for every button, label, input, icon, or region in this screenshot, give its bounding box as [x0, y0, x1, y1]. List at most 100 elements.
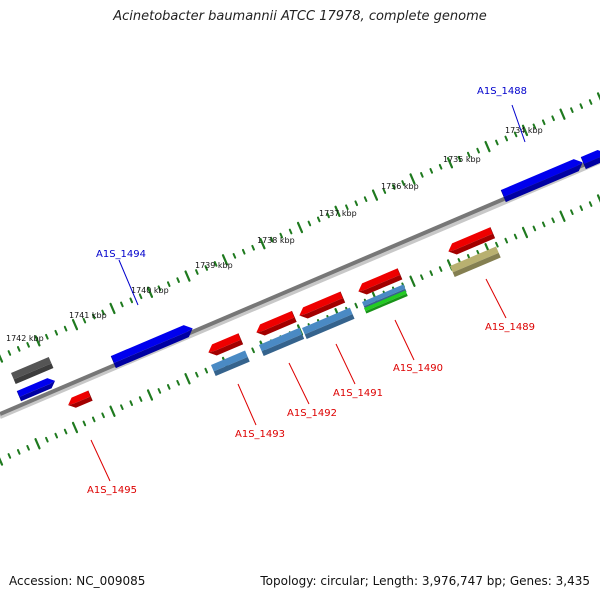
gene-a1s-1490-green-feature-top [364, 290, 407, 312]
outer-tick-6 [54, 329, 59, 336]
inner-tick-11 [101, 412, 105, 419]
gene-gray-left-feature [11, 356, 54, 385]
gene-a1s-1491-red-feature-bottom [299, 298, 345, 319]
inner-tick-18 [166, 384, 171, 390]
backbone [0, 156, 600, 419]
outer-tick-22 [204, 265, 209, 271]
outer-tick-18 [166, 281, 171, 287]
outer-tick-59 [551, 115, 555, 122]
outer-tick-36 [334, 205, 341, 218]
tick-marks [0, 92, 600, 466]
outer-tick-40 [371, 189, 379, 201]
inner-tick-27 [251, 347, 255, 354]
a1s-1489-connector [485, 278, 507, 319]
outer-tick-16 [146, 286, 154, 298]
outer-tick-19 [176, 277, 180, 283]
a1s-1490-connector [394, 319, 415, 361]
inner-tick-38 [354, 302, 359, 309]
gene-a1s-1494-feature-bottom [113, 328, 193, 368]
gene-a1s-1492-steel-feature [259, 327, 305, 357]
ruler-label-3: 1737 kbp [319, 209, 357, 218]
outer-tick-56 [521, 124, 529, 137]
outer-tick-37 [345, 204, 349, 211]
inner-tick-4 [34, 438, 41, 450]
gene-a1s-1493-red-feature-top [208, 333, 241, 353]
outer-tick-0 [0, 354, 4, 363]
gene-a1s-1495-red-feature-top [68, 390, 91, 406]
outer-tick-8 [71, 318, 79, 331]
ruler-labels: 1734 kbp 1735 kbp 1736 kbp 1737 kbp 1738 kbp… [6, 126, 543, 343]
gene-blue-1734-feature [500, 159, 583, 203]
outer-tick-34 [316, 216, 321, 223]
outer-tick-62 [579, 103, 584, 109]
gene-gray-left-feature-top [11, 356, 52, 380]
inner-tick-1 [7, 453, 12, 459]
gene-label-a1s-1492: A1S_1492 [287, 408, 337, 419]
gene-a1s-1491-steel-feature-top [302, 307, 353, 335]
inner-tick-8 [71, 421, 79, 434]
accession-text: Accession: NC_009085 [9, 574, 146, 588]
outer-tick-45 [420, 172, 424, 178]
inner-tick-20 [184, 373, 191, 385]
gene-blue-left-feature [16, 378, 56, 402]
gene-a1s-1490-steel-feature-top [362, 284, 406, 307]
ruler-label-7: 1741 kbp [69, 311, 107, 320]
gene-blue-1734-feature-top [501, 159, 583, 197]
outer-tick-15 [138, 293, 143, 300]
gene-a1s-1491-red-feature-top [299, 291, 343, 316]
gene-a1s-1490-red-feature-bottom [358, 274, 403, 295]
ruler-label-8: 1742 kbp [6, 334, 44, 343]
outer-tick-51 [476, 147, 480, 154]
outer-tick-5 [45, 333, 49, 340]
gene-label-a1s-1489: A1S_1489 [485, 322, 535, 333]
ruler-label-2: 1736 kbp [381, 182, 419, 191]
gene-features [11, 149, 600, 408]
inner-tick-0 [0, 457, 4, 466]
ruler-label-4: 1738 kbp [257, 236, 295, 245]
outer-tick-3 [26, 342, 30, 348]
gene-blue-left-feature-top [17, 378, 56, 397]
inner-tick-54 [504, 237, 509, 244]
inner-tick-9 [82, 420, 87, 427]
gene-blue-left-feature-bottom [19, 380, 56, 402]
a1s-1488-connector [511, 104, 526, 143]
inner-tick-58 [541, 221, 546, 228]
outer-tick-29 [270, 236, 274, 243]
a1s-1493-connector [237, 383, 257, 426]
gene-label-a1s-1491: A1S_1491 [333, 388, 383, 399]
outer-tick-47 [438, 163, 443, 170]
outer-tick-61 [570, 107, 574, 113]
inner-tick-59 [551, 217, 555, 224]
outer-tick-32 [296, 221, 304, 234]
outer-tick-30 [279, 232, 284, 239]
outer-tick-58 [541, 119, 546, 126]
inner-tick-53 [495, 241, 499, 248]
gene-a1s-1488-feature-bottom [583, 153, 600, 169]
gene-a1s-1492-red-feature-bottom [256, 317, 297, 336]
outer-tick-25 [232, 252, 237, 259]
a1s-1494-connector [118, 259, 139, 306]
outer-tick-20 [184, 270, 191, 282]
backbone-shadow [0, 160, 600, 419]
outer-tick-24 [221, 254, 229, 266]
gene-a1s-1493-steel-feature-top [211, 350, 248, 372]
inner-tick-61 [570, 209, 574, 216]
outer-tick-10 [91, 313, 96, 320]
outer-tick-9 [82, 317, 87, 324]
ruler-label-0: 1734 kbp [505, 126, 543, 135]
outer-tick-12 [109, 302, 116, 315]
gene-a1s-1495-red-feature [68, 390, 93, 408]
outer-tick-26 [241, 248, 246, 255]
outer-tick-11 [101, 309, 105, 316]
outer-tick-52 [484, 140, 491, 153]
map-title: Acinetobacter baumannii ATCC 17978, comp… [113, 9, 487, 24]
outer-tick-39 [363, 196, 368, 203]
inner-tick-64 [596, 194, 600, 203]
a1s-1495-connector [90, 439, 111, 482]
inner-tick-63 [588, 201, 593, 207]
outer-tick-13 [120, 301, 124, 308]
inner-tick-15 [138, 396, 143, 402]
outer-tick-2 [16, 346, 21, 352]
outer-tick-46 [429, 168, 434, 174]
gene-a1s-1495-red-feature-bottom [68, 396, 93, 408]
